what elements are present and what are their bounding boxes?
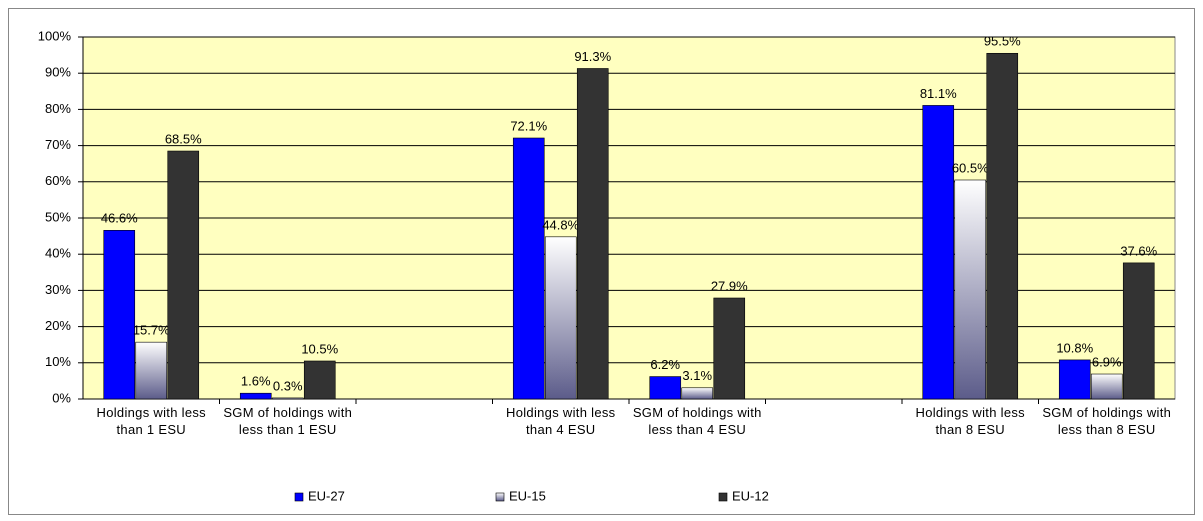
x-tick-label: SGM of holdings with less than 1 ESU [223, 405, 353, 437]
data-label: 6.9% [1092, 354, 1122, 369]
y-tick-label: 40% [45, 246, 71, 261]
x-tick-label: SGM of holdings with less than 4 ESU [632, 405, 762, 437]
data-label: 46.6% [101, 211, 138, 226]
bar [239, 392, 272, 400]
data-label: 10.5% [301, 341, 338, 356]
legend-marker [495, 492, 505, 502]
x-tick-label: Holdings with less than 8 ESU [915, 405, 1025, 437]
data-label: 3.1% [682, 368, 712, 383]
y-tick-label: 60% [45, 173, 71, 188]
data-label: 37.6% [1120, 243, 1157, 258]
data-label: 95.5% [984, 34, 1021, 49]
bar [922, 105, 955, 400]
bar [271, 397, 304, 400]
data-label: 27.9% [711, 278, 748, 293]
legend-label: EU-12 [732, 488, 769, 503]
data-label: 15.7% [133, 323, 170, 338]
bar [681, 387, 714, 400]
x-tick-label: SGM of holdings with less than 8 ESU [1042, 405, 1172, 437]
bar [167, 150, 200, 400]
y-tick-label: 20% [45, 318, 71, 333]
bar [103, 230, 136, 400]
bar [576, 68, 609, 400]
data-label: 72.1% [510, 118, 547, 133]
data-label: 0.3% [273, 378, 303, 393]
legend-label: EU-27 [308, 488, 345, 503]
bar [303, 360, 336, 400]
legend-marker [718, 492, 728, 502]
bar [713, 297, 746, 400]
data-label: 10.8% [1056, 340, 1093, 355]
data-label: 44.8% [542, 217, 579, 232]
bar [986, 52, 1019, 400]
data-label: 68.5% [165, 131, 202, 146]
bar [1122, 262, 1155, 400]
bar [544, 236, 577, 400]
legend-label: EU-15 [509, 488, 546, 503]
x-tick-label: Holdings with less than 1 ESU [96, 405, 206, 437]
data-label: 1.6% [241, 374, 271, 389]
bar [649, 376, 682, 400]
y-tick-label: 100% [38, 28, 72, 43]
bar [135, 341, 168, 400]
bar [954, 179, 987, 400]
bar [1090, 373, 1123, 400]
y-tick-label: 10% [45, 354, 71, 369]
y-tick-label: 90% [45, 65, 71, 80]
y-tick-label: 80% [45, 101, 71, 116]
x-tick-label: Holdings with less than 4 ESU [506, 405, 616, 437]
bar [1058, 359, 1091, 400]
bar [512, 137, 545, 400]
y-tick-label: 50% [45, 209, 71, 224]
legend-marker [294, 492, 304, 502]
y-tick-label: 70% [45, 137, 71, 152]
y-tick-label: 30% [45, 282, 71, 297]
data-label: 91.3% [574, 49, 611, 64]
y-tick-label: 0% [52, 390, 71, 405]
data-label: 81.1% [920, 86, 957, 101]
data-label: 60.5% [952, 160, 989, 175]
data-label: 6.2% [650, 357, 680, 372]
